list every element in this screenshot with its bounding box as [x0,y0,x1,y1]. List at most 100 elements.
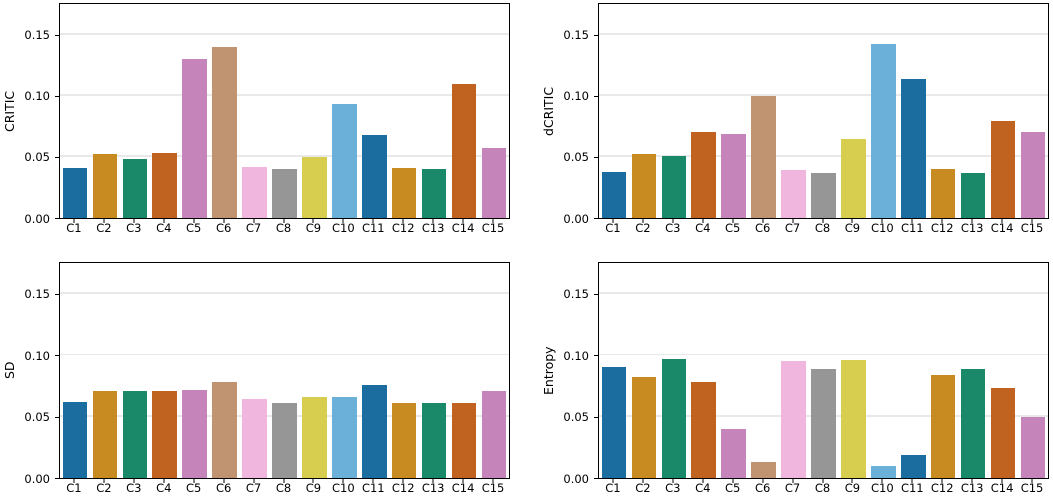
bar-sd-C6 [212,382,237,478]
x-tick-mark [732,479,734,483]
y-axis-label-sd: SD [2,361,17,380]
y-tick-label-entropy-0.15: 0.15 [563,286,589,301]
bar-entropy-C4 [691,382,717,478]
bar-entropy-C14 [990,388,1016,478]
x-tick-label-sd-C1: C1 [66,481,82,495]
x-tick-label-dcritic-C7: C7 [784,221,801,235]
bar-dcritic-C8 [811,172,836,218]
x-tick-mark [881,479,883,483]
x-tick-label-entropy-C12: C12 [930,481,954,495]
bar-dcritic-C6 [751,95,776,218]
x-tick-label-critic-C1: C1 [66,221,82,235]
y-tick-label-sd-0.10: 0.10 [24,348,50,363]
x-tick-mark [253,479,255,483]
bar-sd-C2 [92,390,118,478]
bar-critic-C4 [152,153,178,218]
y-tick-mark [594,156,598,158]
x-tick-mark [283,479,284,483]
bar-entropy-C8 [811,368,836,478]
bar-sd-C5 [182,389,207,478]
x-tick-mark [372,219,374,223]
x-tick-label-entropy-C15: C15 [1020,481,1044,495]
subplot-critic: CRITIC 0.00 0.05 0.10 0.15 C1 C2 C3 C4 C5 C6 C7 C8 C… [2,3,510,234]
x-tick-label-sd-C14: C14 [451,481,475,495]
y-tick-mark [594,355,598,357]
y-tick-mark [594,416,598,418]
x-tick-mark [911,479,913,483]
x-tick-label-critic-C4: C4 [156,221,172,235]
bar-critic-C6 [212,46,237,218]
y-tick-mark [594,95,598,97]
x-tick-mark [971,479,973,483]
x-tick-mark [432,479,434,483]
x-tick-label-entropy-C1: C1 [605,481,621,495]
bar-entropy-C9 [841,360,866,478]
x-tick-label-entropy-C11: C11 [900,481,924,495]
x-tick-label-entropy-C10: C10 [871,481,894,495]
x-tick-mark [253,219,255,223]
x-tick-mark [103,219,105,223]
gridline-0.15 [599,33,1048,35]
x-tick-mark [702,479,704,483]
x-tick-label-critic-C9: C9 [305,221,322,235]
y-tick-mark [594,293,598,295]
bar-critic-C7 [242,166,267,218]
y-tick-label-sd-0.00: 0.00 [24,471,50,486]
x-tick-mark [73,219,75,223]
bar-dcritic-C1 [601,171,627,218]
x-tick-label-sd-C9: C9 [305,481,322,495]
bar-entropy-C10 [871,465,896,478]
x-tick-mark [342,219,344,223]
x-tick-mark [223,479,225,483]
bar-critic-C14 [451,83,477,218]
bar-critic-C3 [122,159,148,218]
x-tick-mark [822,219,823,223]
y-tick-label-dcritic-0.15: 0.15 [563,27,589,42]
bar-entropy-C13 [960,368,986,478]
y-axis-label-critic: CRITIC [2,90,17,132]
bar-dcritic-C15 [1020,132,1046,218]
x-tick-mark [881,219,883,223]
x-tick-label-entropy-C6: C6 [754,481,771,495]
y-tick-label-entropy-0.00: 0.00 [563,471,589,486]
x-tick-mark [1031,219,1033,223]
x-tick-mark [402,219,404,223]
bar-sd-C3 [122,390,148,478]
x-tick-label-dcritic-C8: C8 [814,221,831,235]
bar-sd-C12 [391,403,417,478]
x-tick-mark [642,219,644,223]
bar-critic-C2 [92,154,118,218]
gridline-0.10 [599,353,1048,356]
x-tick-mark [851,479,853,483]
x-tick-label-sd-C6: C6 [215,481,232,495]
bar-critic-C5 [182,59,207,218]
x-tick-mark [193,219,195,223]
bar-entropy-C2 [631,377,657,478]
y-tick-mark [55,95,59,97]
x-tick-mark [492,219,494,223]
y-tick-mark [55,293,59,295]
x-tick-label-critic-C5: C5 [186,221,202,235]
bar-critic-C1 [62,167,88,218]
x-tick-mark [312,479,314,483]
x-tick-label-entropy-C7: C7 [784,481,801,495]
x-tick-label-critic-C7: C7 [245,221,262,235]
x-tick-label-sd-C13: C13 [421,481,445,495]
x-tick-label-dcritic-C11: C11 [900,221,924,235]
bar-sd-C11 [362,384,387,478]
y-tick-label-entropy-0.10: 0.10 [563,348,589,363]
y-tick-mark [55,218,59,219]
bar-entropy-C12 [930,374,956,478]
x-tick-mark [792,479,794,483]
x-tick-mark [372,479,374,483]
x-tick-mark [911,219,913,223]
x-tick-mark [133,219,135,223]
y-tick-label-entropy-0.05: 0.05 [563,409,589,424]
bar-dcritic-C9 [841,138,866,218]
x-tick-label-critic-C8: C8 [275,221,292,235]
x-tick-mark [193,479,195,483]
x-tick-mark [971,219,973,223]
bar-dcritic-C11 [901,78,926,218]
x-tick-label-critic-C10: C10 [332,221,355,235]
x-tick-label-sd-C15: C15 [481,481,505,495]
